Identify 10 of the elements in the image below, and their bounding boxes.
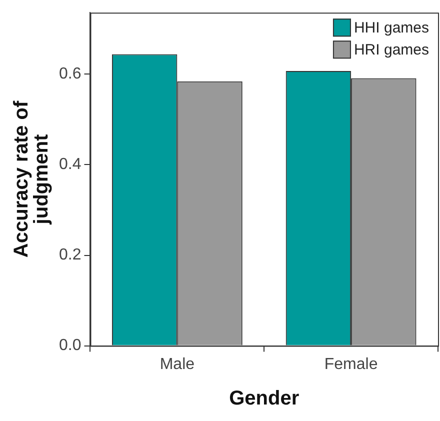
y-tick-label: 0.0 — [58, 337, 82, 354]
legend-label: HHI games — [354, 20, 430, 37]
legend-label: HRI games — [354, 42, 430, 59]
y-axis-title: Accuracy rate of judgment — [10, 100, 53, 258]
y-tick-label: 0.6 — [58, 66, 82, 83]
x-tick-label: Male — [160, 356, 195, 373]
x-tick-label: Female — [324, 356, 378, 373]
y-tick-label: 0.2 — [58, 246, 82, 264]
x-axis-title: Gender — [229, 388, 300, 410]
y-tick-label: 0.4 — [58, 156, 82, 174]
